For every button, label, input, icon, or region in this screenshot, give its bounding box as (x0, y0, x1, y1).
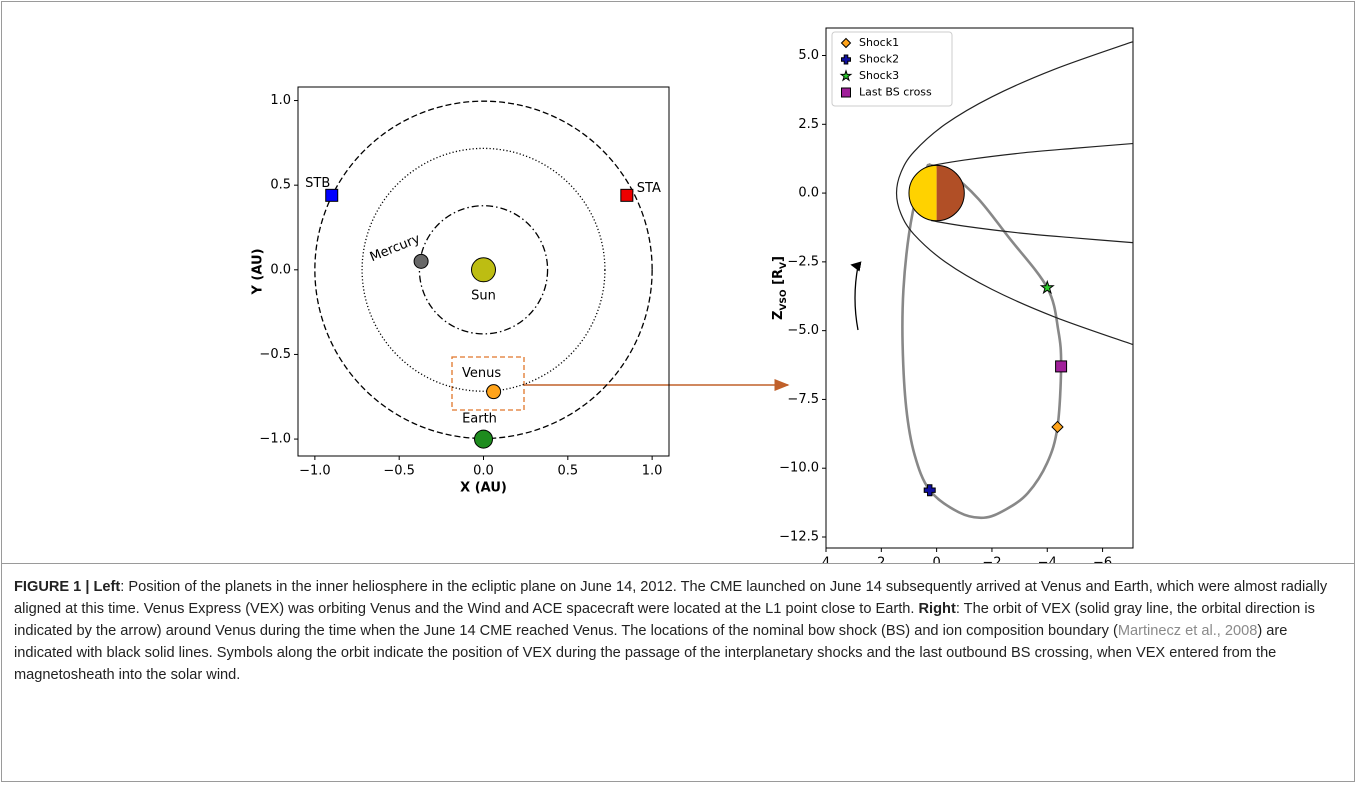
caption-text: Right (918, 601, 956, 617)
curve (931, 142, 1133, 167)
marker (1051, 420, 1064, 434)
planet-day (908, 165, 937, 221)
orbit (361, 147, 606, 392)
citation-link[interactable]: Martinecz et al., 2008 (1117, 623, 1258, 639)
curve (895, 41, 1133, 345)
legend-marker (839, 69, 853, 82)
y-tick-label: −5.0 (787, 323, 819, 338)
separator (1, 563, 1355, 564)
marker (923, 484, 936, 497)
y-tick-label: −12.5 (779, 529, 819, 544)
orbit (418, 205, 549, 335)
label-part: VSO (779, 289, 789, 310)
planet-night (936, 165, 965, 221)
x-tick-label: −1.0 (299, 464, 331, 479)
axes-frame (825, 27, 1134, 549)
point-label: Venus (462, 366, 501, 381)
y-tick-label: −10.0 (779, 461, 819, 476)
figure-panels: −1.0 −0.5 0.0 0.5 1.0 −1.0 −0.5 0.0 0.5 1.0 X (AU)… (251, 27, 1134, 564)
legend-box (831, 31, 953, 107)
marker (486, 384, 502, 400)
marker (1055, 360, 1068, 373)
legend-label: Shock1 (859, 36, 899, 49)
caption-text: Left (93, 579, 121, 595)
marker (471, 257, 496, 283)
marker (1039, 279, 1055, 295)
legend-label: Shock3 (859, 69, 899, 82)
caption-text: : Position of the planets in the inner h… (14, 579, 1328, 617)
y-axis-label: ZVSO [RV] (771, 256, 789, 320)
point-label: Sun (471, 288, 496, 303)
legend-marker (841, 54, 851, 65)
y-tick-label: −7.5 (787, 392, 819, 407)
x-tick-label: 0.0 (473, 464, 494, 479)
orbit-direction-arrow (850, 261, 862, 331)
x-tick-label: −0.5 (383, 464, 415, 479)
legend-label: Shock2 (859, 53, 899, 66)
x-tick-label: −2 (982, 556, 1001, 564)
legend-label: Last BS cross (859, 86, 932, 99)
caption: FIGURE 1 | Left: Position of the planets… (14, 576, 1346, 686)
y-tick-label: 0.0 (798, 186, 819, 201)
label-part: ] (771, 256, 786, 262)
x-tick-label: 0 (932, 556, 940, 564)
x-tick-label: −6 (1093, 556, 1112, 564)
y-axis-label: Y (AU) (251, 248, 266, 295)
caption-text: ) are indicated with black solid lines. … (14, 623, 1288, 683)
point-label: Earth (462, 412, 497, 427)
label-part: [R (771, 269, 786, 289)
legend-marker (841, 87, 851, 98)
y-tick-label: 1.0 (270, 93, 291, 108)
legend-marker (840, 37, 852, 49)
point-label: STA (637, 181, 661, 196)
caption-text: : The orbit of VEX (solid gray line, the… (14, 601, 1315, 639)
x-tick-label: 4 (822, 556, 830, 564)
point-label: STB (305, 176, 330, 191)
y-tick-label: 2.5 (798, 117, 819, 132)
y-tick-label: −2.5 (787, 254, 819, 269)
marker (325, 188, 339, 202)
axes-frame (297, 86, 670, 457)
marker (413, 253, 429, 269)
caption-text: FIGURE 1 | (14, 579, 94, 595)
label-part: V (779, 262, 789, 269)
x-tick-label: 1.0 (642, 464, 663, 479)
x-tick-label: −4 (1038, 556, 1057, 564)
y-tick-label: −0.5 (259, 347, 291, 362)
x-tick-label: 0.5 (557, 464, 578, 479)
plot-area (314, 100, 653, 449)
marker (474, 429, 493, 449)
y-tick-label: 5.0 (798, 48, 819, 63)
planet-outline (908, 164, 965, 222)
y-tick-label: 0.5 (270, 178, 291, 193)
x-tick-label: 2 (877, 556, 885, 564)
x-axis-label: X (AU) (460, 481, 507, 496)
zoom-box (451, 356, 525, 411)
plot-area (895, 41, 1133, 520)
y-tick-label: 0.0 (270, 262, 291, 277)
marker (620, 188, 634, 202)
curve (931, 220, 1133, 244)
y-tick-label: −1.0 (259, 432, 291, 447)
curve (901, 162, 1063, 520)
label-part: Z (771, 311, 786, 320)
